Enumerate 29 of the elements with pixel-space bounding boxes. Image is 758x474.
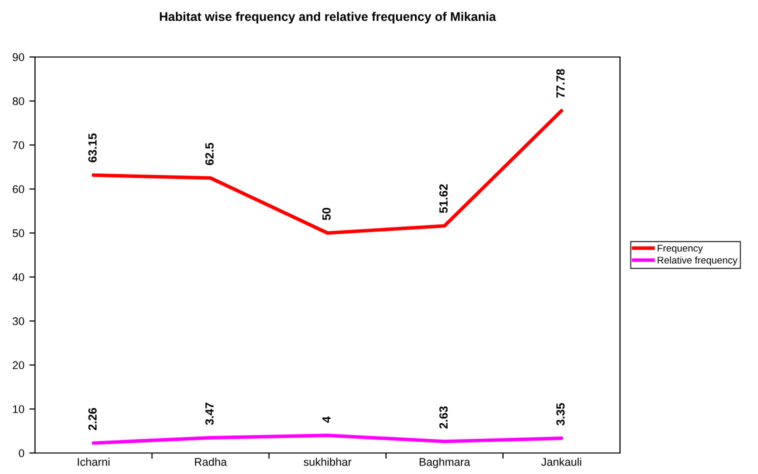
legend-label: Frequency: [658, 244, 703, 254]
y-tick-label: 60: [12, 185, 24, 194]
data-label: 63.15: [88, 133, 97, 162]
x-tick-label: Baghmara: [420, 458, 470, 468]
data-label: 4: [322, 416, 331, 423]
y-tick-label: 10: [13, 405, 24, 414]
x-tick-label: sukhibhar: [304, 458, 352, 466]
data-label: 2.26: [88, 408, 97, 430]
data-label: 3.47: [205, 402, 214, 425]
chart-title: Habitat wise frequency and relative frequency of Mikania: [160, 12, 496, 24]
y-tick-label: 70: [12, 141, 24, 150]
y-tick-label: 0: [18, 449, 24, 458]
y-tick-label: 30: [12, 317, 24, 326]
y-tick-label: 20: [12, 361, 24, 370]
y-tick-label: 80: [12, 97, 24, 106]
y-tick-label: 90: [12, 53, 24, 62]
y-tick-label: 40: [12, 273, 24, 282]
data-label: 51.62: [439, 184, 448, 214]
data-label: 2.63: [439, 406, 448, 429]
data-label: 3.35: [556, 403, 565, 426]
data-label: 77.78: [556, 69, 565, 98]
data-label: 50: [322, 208, 331, 220]
line-series: [92, 434, 564, 445]
x-tick-label: Icharni: [78, 458, 110, 466]
data-label: 62.5: [205, 142, 214, 166]
y-tick-label: 50: [12, 229, 24, 238]
x-tick-label: Radha: [195, 458, 227, 466]
legend-label: Relative frequency: [658, 256, 738, 266]
x-tick-label: Jankauli: [541, 458, 582, 466]
